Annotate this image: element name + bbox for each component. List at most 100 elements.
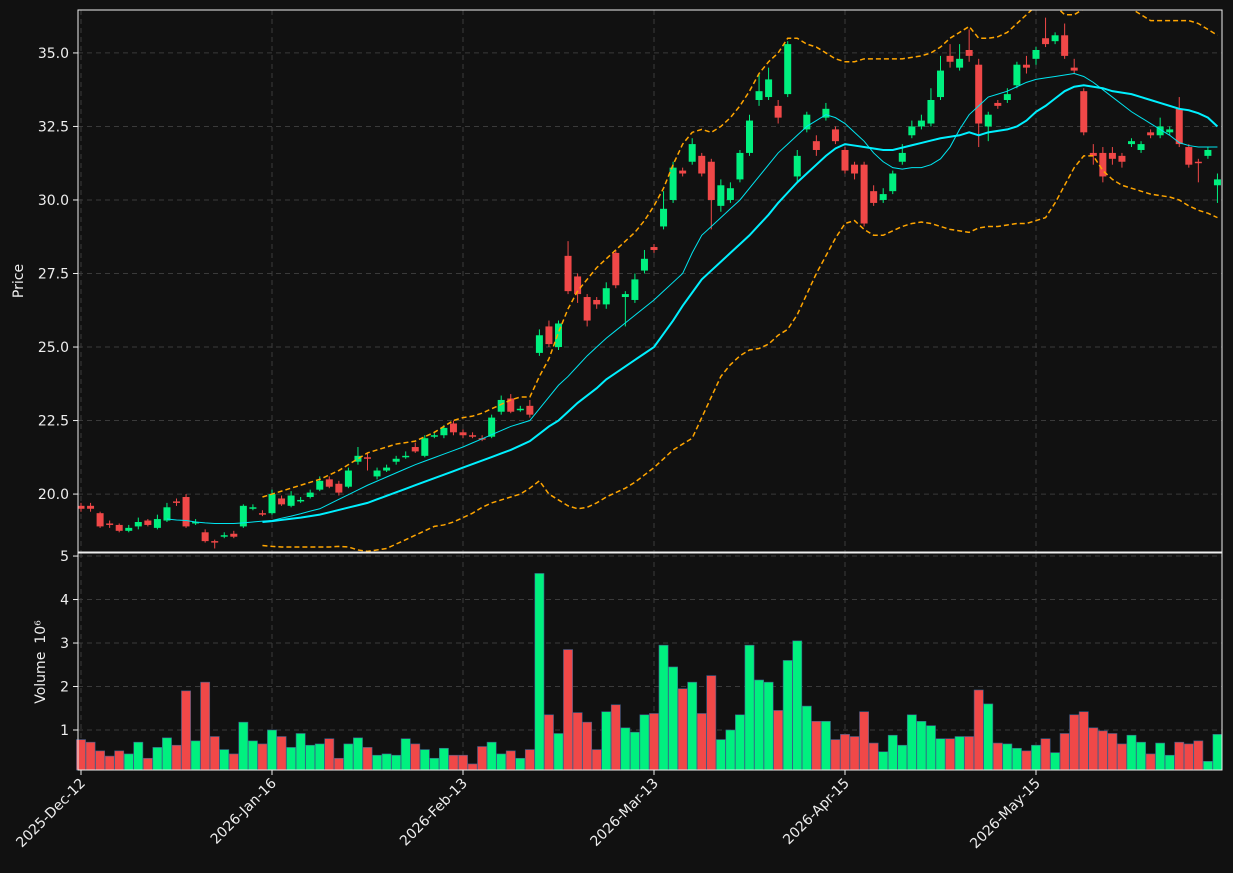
volume-bar	[849, 736, 860, 771]
candle-body	[1137, 144, 1145, 150]
candle-body	[1089, 152, 1097, 156]
volume-bar	[744, 644, 755, 771]
volume-bar	[878, 751, 889, 771]
volume-bar	[114, 750, 125, 771]
volume-bar	[391, 754, 402, 771]
candle-body	[774, 105, 782, 118]
volume-bar	[438, 747, 449, 771]
volume-bar	[992, 742, 1003, 771]
candle-body	[239, 505, 247, 527]
volume-bar	[276, 736, 287, 771]
volume-bar	[935, 738, 946, 771]
y-tick-label: 5	[60, 549, 69, 565]
candle-body	[182, 497, 190, 527]
volume-bar	[1031, 744, 1041, 771]
candle-body	[1175, 108, 1183, 145]
volume-bar	[773, 710, 784, 771]
volume-bar	[945, 738, 955, 771]
candle-body	[125, 527, 133, 531]
candle-body	[1032, 49, 1040, 59]
candle-body	[946, 55, 954, 62]
candle-body	[497, 399, 505, 412]
y-tick-label: 4	[60, 593, 69, 609]
candle-body	[459, 432, 467, 436]
volume-bar	[362, 747, 373, 771]
candle-body	[908, 126, 916, 136]
volume-bar	[897, 744, 908, 771]
candle-body	[841, 149, 849, 171]
volume-bar	[419, 749, 430, 771]
volume-bar	[162, 737, 172, 771]
volume-bar	[314, 743, 325, 771]
volume-bar	[1088, 727, 1099, 771]
plot-frame	[77, 9, 1223, 553]
volume-bar	[534, 573, 545, 771]
y-axis-label: Price	[11, 264, 27, 298]
volume-bar	[906, 714, 917, 771]
candle-body	[287, 495, 295, 506]
volume-bar	[1183, 743, 1194, 771]
candle-body	[1080, 91, 1088, 133]
volume-bar	[85, 741, 96, 771]
indicator-line	[166, 73, 1218, 524]
volume-bar	[496, 753, 507, 771]
candle-body	[173, 501, 180, 503]
candle-body	[1051, 35, 1059, 42]
candle-body	[364, 457, 371, 459]
volume-bar	[477, 746, 487, 771]
volume-bar	[687, 681, 698, 771]
volume-bar	[219, 749, 230, 771]
volume-bar	[305, 744, 316, 771]
volume-bar	[181, 690, 191, 771]
candle-body	[354, 455, 362, 462]
volume-bar	[820, 720, 831, 771]
volume-bar	[486, 741, 497, 771]
candle-body	[994, 102, 1002, 106]
volume-bar	[142, 757, 153, 771]
candle-body	[1108, 152, 1116, 159]
candle-body	[516, 408, 524, 411]
volume-bar	[267, 729, 277, 771]
volume-bar	[782, 660, 793, 771]
candle-body	[784, 44, 792, 95]
y-tick-label: 27.5	[38, 267, 69, 283]
candle-body	[889, 173, 897, 192]
candle-body	[1022, 64, 1030, 68]
candle-body	[201, 532, 209, 542]
volume-bar	[343, 743, 354, 771]
candle-body	[545, 326, 553, 345]
volume-bar	[706, 675, 717, 771]
volume-bar	[725, 729, 736, 771]
volume-bar	[286, 747, 296, 771]
volume-bar	[1155, 742, 1166, 771]
volume-bar	[983, 703, 994, 771]
candle-body	[583, 297, 591, 321]
candle-body	[220, 535, 228, 537]
candle-body	[115, 524, 123, 531]
volume-bar	[1193, 740, 1204, 771]
candle-body	[526, 405, 534, 415]
candle-body	[965, 49, 973, 56]
volume-bar	[1145, 753, 1156, 771]
candle-body	[860, 164, 868, 224]
indicator-line	[262, 10, 1218, 498]
candle-body	[984, 114, 992, 127]
volume-bar	[1069, 714, 1080, 771]
candle-body	[975, 64, 983, 124]
candle-body	[812, 141, 820, 150]
candle-body	[1147, 132, 1155, 136]
volume-bar	[152, 747, 163, 771]
volume-bar	[610, 704, 621, 771]
y-tick-label: 32.5	[38, 119, 69, 135]
volume-bar	[133, 741, 144, 771]
candle-body	[1099, 152, 1107, 177]
y-tick-label: 30.0	[38, 193, 69, 209]
y-axis-label: Volume 10⁶	[33, 620, 49, 704]
volume-bar	[859, 711, 869, 771]
candle-body	[822, 108, 830, 118]
candle-body	[640, 258, 648, 271]
y-tick-label: 3	[60, 636, 69, 652]
volume-bar	[209, 736, 220, 771]
volume-bar	[754, 679, 764, 771]
candle-body	[535, 335, 543, 353]
